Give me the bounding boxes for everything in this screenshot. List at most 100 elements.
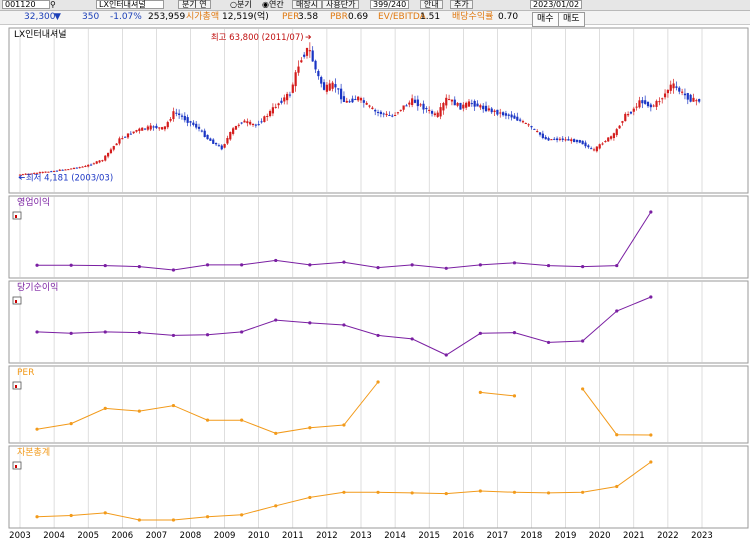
date-field[interactable]: 2023/01/02 (530, 0, 583, 9)
price-change-pct: -1.07% (110, 12, 142, 22)
candle-body (570, 139, 573, 142)
candle-body (465, 102, 468, 108)
count-field[interactable]: 399/240 (370, 0, 410, 9)
operating-profit-title: 영업이익 (17, 196, 50, 208)
candle-body (38, 172, 41, 174)
panel-chart-icon-bar (15, 385, 17, 388)
radio-year[interactable]: ◉연간 (262, 0, 284, 9)
per-line (582, 388, 651, 436)
candle-body (169, 119, 172, 121)
candle-body (84, 165, 87, 167)
candle-body (124, 136, 127, 138)
candle-body (513, 115, 516, 119)
candle-body (618, 125, 621, 129)
candle-body (433, 113, 436, 116)
candle-body (288, 94, 292, 96)
period-button[interactable]: 분기 연 (178, 0, 211, 9)
candle-body (416, 99, 419, 107)
candle-body (379, 111, 382, 115)
add-button[interactable]: 추가 (450, 0, 473, 9)
toolbar: 001120 ⚲ LX인터내셔널 분기 연 ○분기 ◉연간 매장시 사용단가 3… (0, 0, 750, 11)
candle-body (172, 111, 175, 120)
candle-body (632, 108, 635, 112)
user-price-button[interactable]: 사용단가 (322, 0, 360, 9)
candle-body (646, 101, 650, 107)
per-line (480, 391, 515, 397)
candle-body (547, 138, 550, 141)
total-equity-point (69, 513, 73, 518)
operating-profit-point (308, 263, 312, 267)
candle-body (300, 60, 303, 63)
price-low-arrow (18, 175, 25, 180)
candle-body (328, 83, 331, 91)
panel-chart-icon-bar (15, 300, 17, 303)
candle-body (106, 152, 110, 157)
candle-body (135, 130, 138, 132)
total-equity-point (615, 484, 619, 489)
sell-button[interactable]: 매도 (558, 12, 585, 27)
x-tick-label: 2012 (316, 531, 338, 541)
candle-body (55, 170, 59, 172)
candle-body (98, 160, 101, 163)
candle-body (578, 140, 581, 143)
candle-body (482, 105, 485, 110)
candle-body (396, 112, 400, 114)
display-button[interactable]: 매장시 (292, 0, 323, 9)
candle-body (595, 146, 598, 152)
x-tick-label: 2015 (418, 531, 440, 541)
radio-year-label: 연간 (268, 0, 284, 9)
stock-name-field[interactable]: LX인터내셔널 (96, 0, 164, 9)
help-button[interactable]: 안내 (420, 0, 443, 9)
candle-body (92, 163, 95, 165)
operating-profit-point (376, 266, 380, 270)
candle-body (283, 97, 286, 102)
candle-body (317, 71, 320, 77)
candle-body (223, 144, 226, 148)
per-point (308, 426, 312, 430)
candle-body (428, 109, 431, 111)
x-tick-label: 2014 (384, 531, 406, 541)
candle-body (462, 104, 465, 109)
candle-body (95, 161, 98, 164)
x-tick-label: 2020 (589, 531, 611, 541)
net-income-point (137, 331, 141, 335)
candle-body (50, 171, 53, 173)
candle-body (257, 124, 260, 126)
candle-body (425, 107, 428, 110)
per-point (35, 427, 39, 431)
stock-code-input[interactable]: 001120 (2, 0, 50, 9)
price-chart-title: LX인터내셔널 (14, 29, 67, 40)
candle-body (163, 126, 167, 130)
candle-body (521, 121, 525, 123)
total-equity-point (308, 495, 312, 500)
candle-body (183, 115, 186, 121)
candle-body (405, 105, 408, 107)
per-point (274, 431, 278, 435)
per-label: PER (282, 12, 300, 22)
candle-body (419, 104, 422, 106)
candle-body (291, 84, 294, 93)
candle-body (371, 107, 374, 110)
candle-body (220, 145, 223, 150)
radio-quarter[interactable]: ○분기 (230, 0, 252, 9)
candle-body (75, 167, 78, 169)
candle-body (629, 111, 633, 114)
candle-body (44, 171, 47, 173)
candle-body (490, 108, 493, 113)
net-income-point (205, 333, 210, 337)
candle-body (89, 164, 93, 166)
candle-body (155, 125, 158, 129)
x-tick-label: 2010 (248, 531, 270, 541)
candle-body (655, 100, 658, 107)
net-income-point (546, 340, 551, 345)
candle-body (166, 122, 169, 128)
per-point (240, 418, 244, 422)
candle-body (72, 167, 76, 169)
net-income-point (512, 331, 517, 335)
x-tick-label: 2007 (146, 531, 168, 541)
x-tick-label: 2006 (111, 531, 133, 541)
candle-body (280, 100, 283, 103)
candle-body (368, 105, 371, 107)
candle-body (385, 113, 388, 116)
search-icon[interactable]: ⚲ (50, 0, 56, 9)
